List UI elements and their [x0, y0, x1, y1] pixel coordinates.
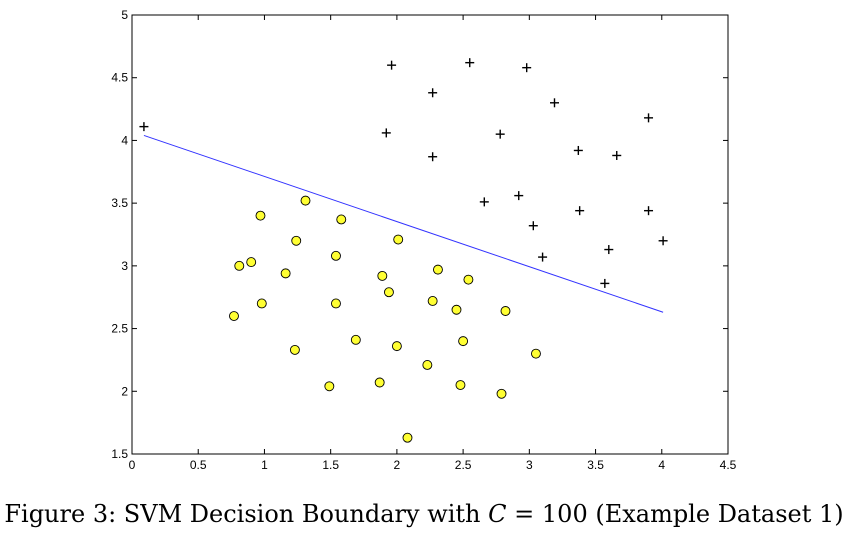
x-tick-label: 4: [658, 458, 665, 472]
negative-point: [324, 381, 335, 392]
negative-point: [331, 250, 341, 261]
data-points: [139, 58, 668, 443]
y-tick-label: 4: [121, 133, 128, 147]
negative-point: [300, 195, 311, 206]
negative-point: [393, 234, 404, 245]
positive-point: [658, 236, 668, 246]
positive-point: [428, 152, 438, 162]
negative-point: [289, 344, 300, 355]
x-tick-label: 0: [129, 458, 136, 472]
y-tick-label: 1.5: [111, 447, 128, 461]
caption-suffix: = 100 (Example Dataset 1): [506, 500, 844, 528]
positive-point: [387, 60, 397, 70]
negative-point: [391, 341, 402, 352]
negative-point: [234, 260, 245, 271]
positive-point: [522, 63, 532, 73]
x-tick-label: 3: [526, 458, 533, 472]
positive-point: [549, 98, 559, 108]
positive-point: [575, 206, 585, 216]
negative-point: [496, 388, 507, 399]
negative-point: [463, 274, 474, 285]
x-tick-label: 2: [394, 458, 401, 472]
negative-point: [291, 235, 302, 246]
positive-point: [514, 191, 524, 201]
y-tick-label: 2.5: [111, 322, 128, 336]
positive-point: [495, 129, 505, 139]
negative-point: [374, 377, 385, 388]
negative-point: [246, 257, 257, 268]
negative-point: [383, 287, 394, 298]
negative-point: [256, 298, 267, 309]
negative-point: [229, 311, 239, 321]
positive-point: [428, 88, 438, 98]
negative-point: [458, 336, 469, 347]
x-tick-label: 1: [261, 458, 268, 472]
x-tick-label: 2.5: [455, 458, 472, 472]
caption-prefix: Figure 3: SVM Decision Boundary with: [4, 500, 489, 528]
positive-point: [604, 245, 614, 255]
boundary-line: [143, 134, 664, 313]
negative-point: [331, 298, 341, 309]
negative-point: [455, 380, 466, 390]
figure-caption: Figure 3: SVM Decision Boundary with C =…: [0, 500, 848, 528]
negative-point: [402, 432, 413, 443]
positive-point: [538, 252, 548, 262]
negative-point: [336, 214, 347, 225]
plot-area: [131, 14, 729, 455]
negative-point: [377, 270, 388, 281]
negative-point: [427, 296, 438, 306]
positive-point: [479, 197, 489, 207]
negative-point: [350, 334, 361, 345]
negative-point: [255, 210, 266, 221]
y-tick-label: 5: [121, 8, 128, 22]
caption-variable: C: [488, 500, 507, 528]
positive-point: [465, 58, 475, 68]
y-tick-label: 4.5: [111, 71, 128, 85]
positive-point: [139, 122, 149, 132]
y-tick-label: 3: [121, 259, 128, 273]
x-tick-label: 0.5: [190, 458, 207, 472]
positive-point: [528, 221, 538, 231]
positive-point: [644, 206, 654, 216]
negative-point: [451, 304, 462, 315]
y-tick-label: 3.5: [111, 196, 128, 210]
negative-point: [422, 359, 433, 370]
decision-boundary: [143, 134, 664, 313]
negative-point: [280, 268, 291, 279]
positive-point: [612, 150, 622, 160]
x-tick-label: 4.5: [720, 458, 737, 472]
positive-point: [600, 278, 610, 288]
x-tick-label: 1.5: [322, 458, 339, 472]
x-tick-label: 3.5: [587, 458, 604, 472]
negative-point: [531, 348, 541, 359]
positive-point: [381, 128, 391, 138]
positive-point: [644, 113, 654, 123]
y-tick-label: 2: [121, 384, 128, 398]
positive-point: [573, 145, 583, 155]
negative-point: [500, 306, 511, 316]
axis-ticks: 0 0.5 1 1.5 2 2.5 3 3.5 4 4.5 1.5 2 2.5 3 3.5 4 4.5 5: [111, 8, 736, 472]
negative-point: [432, 264, 443, 275]
